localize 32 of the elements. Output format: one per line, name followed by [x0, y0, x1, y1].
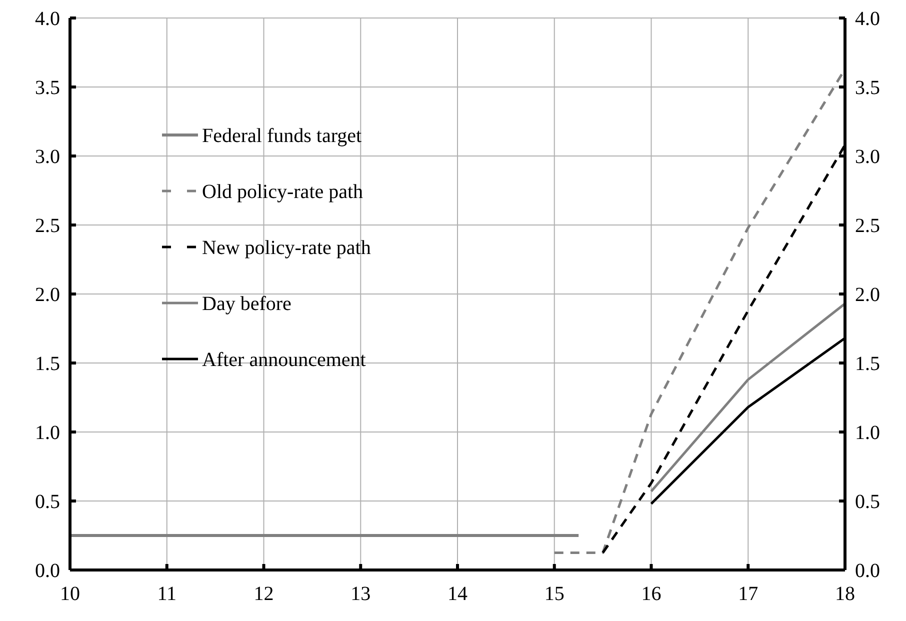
y2-tick-label: 2.5: [855, 215, 880, 237]
y-tick-label: 0.0: [35, 560, 60, 582]
x-tick-label: 18: [835, 583, 855, 605]
y2-tick-label: 4.0: [855, 8, 880, 30]
x-tick-label: 14: [448, 583, 468, 605]
legend-label: Day before: [202, 293, 292, 315]
y-tick-label: 0.5: [35, 491, 60, 513]
y-tick-label: 4.0: [35, 8, 60, 30]
y-tick-label: 2.0: [35, 284, 60, 306]
y2-tick-label: 3.0: [855, 146, 880, 168]
legend-label: Federal funds target: [202, 125, 362, 147]
legend-label: Old policy-rate path: [202, 181, 364, 203]
x-tick-label: 15: [544, 583, 564, 605]
y2-tick-label: 3.5: [855, 77, 880, 99]
y-tick-label: 2.5: [35, 215, 60, 237]
y-tick-label: 1.0: [35, 422, 60, 444]
y-tick-label: 3.5: [35, 77, 60, 99]
x-tick-label: 17: [738, 583, 758, 605]
legend-label: New policy-rate path: [202, 237, 371, 259]
y-tick-label: 3.0: [35, 146, 60, 168]
y2-tick-label: 1.5: [855, 353, 880, 375]
x-tick-label: 12: [254, 583, 274, 605]
x-tick-label: 16: [641, 583, 662, 605]
legend-label: After announcement: [202, 349, 366, 371]
x-tick-label: 10: [60, 583, 80, 605]
y2-tick-label: 2.0: [855, 284, 880, 306]
x-tick-label: 13: [350, 583, 371, 605]
y2-tick-label: 0.0: [855, 560, 880, 582]
y-tick-label: 1.5: [35, 353, 60, 375]
y2-tick-label: 1.0: [855, 422, 880, 444]
x-tick-label: 11: [157, 583, 177, 605]
y2-tick-label: 0.5: [855, 491, 880, 513]
